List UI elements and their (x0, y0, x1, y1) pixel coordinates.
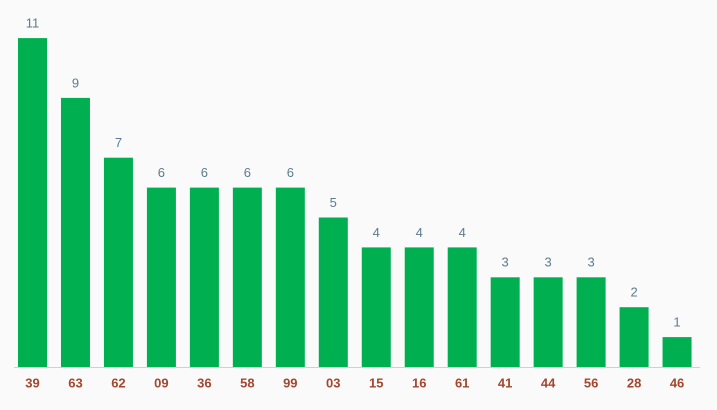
x-tick-label: 39 (25, 375, 39, 390)
bar (103, 157, 133, 367)
x-tick-label: 56 (584, 375, 598, 390)
x-tick-label: 62 (111, 375, 125, 390)
bar (146, 187, 176, 367)
value-label: 4 (416, 225, 423, 240)
bar (318, 217, 348, 367)
value-label: 3 (587, 255, 594, 270)
value-label: 9 (72, 75, 79, 90)
bar (60, 97, 90, 368)
bar (619, 307, 649, 367)
value-label: 6 (244, 165, 251, 180)
bar (361, 247, 391, 367)
bar (404, 247, 434, 367)
x-tick-label: 15 (369, 375, 383, 390)
x-tick-label: 61 (455, 375, 469, 390)
value-label: 3 (502, 255, 509, 270)
value-label: 1 (673, 315, 680, 330)
value-label: 11 (26, 16, 40, 31)
x-tick-label: 99 (283, 375, 297, 390)
value-label: 6 (158, 165, 165, 180)
bar (533, 277, 563, 367)
bar (232, 187, 262, 367)
bar (490, 277, 520, 367)
value-label: 4 (373, 225, 380, 240)
x-tick-label: 44 (541, 375, 556, 390)
value-label: 2 (630, 285, 637, 300)
value-label: 5 (330, 195, 337, 210)
bar (447, 247, 477, 367)
x-tick-label: 16 (412, 375, 426, 390)
x-tick-label: 28 (627, 375, 641, 390)
x-tick-label: 46 (670, 375, 684, 390)
bar (576, 277, 606, 367)
x-tick-label: 03 (326, 375, 340, 390)
bar (662, 337, 692, 367)
value-label: 6 (201, 165, 208, 180)
x-tick-label: 58 (240, 375, 254, 390)
value-label: 7 (115, 135, 122, 150)
bar (189, 187, 219, 367)
value-label: 4 (459, 225, 466, 240)
bar (18, 38, 47, 367)
x-tick-label: 63 (68, 375, 82, 390)
x-tick-label: 09 (154, 375, 168, 390)
x-tick-label: 41 (498, 375, 512, 390)
x-tick-label: 36 (197, 375, 211, 390)
value-label: 3 (545, 255, 552, 270)
bar (275, 187, 305, 367)
value-label: 6 (287, 165, 294, 180)
